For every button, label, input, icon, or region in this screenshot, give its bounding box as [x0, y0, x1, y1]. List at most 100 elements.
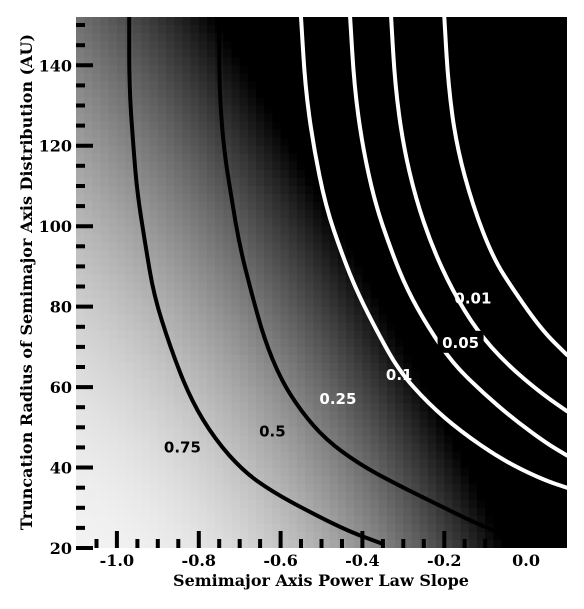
heatmap-cell: [468, 274, 478, 284]
heatmap-cell: [215, 467, 224, 477]
heatmap-cell: [542, 314, 552, 324]
heatmap-cell: [116, 306, 126, 316]
heatmap-cell: [272, 403, 282, 412]
heatmap-cell: [272, 338, 282, 348]
heatmap-cell: [190, 322, 200, 332]
heatmap-cell: [427, 411, 437, 420]
heatmap-cell: [354, 419, 364, 428]
heatmap-cell: [460, 523, 470, 533]
heatmap-cell: [280, 169, 290, 179]
heatmap-cell: [157, 210, 167, 219]
heatmap-cell: [485, 419, 494, 428]
heatmap-cell: [247, 346, 257, 356]
heatmap-cell: [460, 451, 470, 461]
heatmap-cell: [329, 507, 339, 517]
heatmap-cell: [395, 371, 404, 380]
heatmap-cell: [452, 121, 462, 131]
heatmap-cell: [476, 105, 486, 115]
heatmap-cell: [239, 89, 249, 99]
heatmap-cell: [542, 137, 552, 147]
heatmap-cell: [182, 282, 192, 292]
heatmap-cell: [452, 306, 462, 316]
heatmap-cell: [231, 427, 241, 436]
heatmap-cell: [411, 411, 421, 420]
heatmap-cell: [485, 161, 494, 171]
heatmap-cell: [411, 379, 421, 388]
heatmap-cell: [517, 523, 527, 533]
heatmap-cell: [305, 491, 314, 501]
heatmap-cell: [329, 419, 339, 428]
heatmap-cell: [501, 338, 511, 348]
heatmap-cell: [427, 250, 437, 259]
heatmap-cell: [84, 403, 93, 412]
heatmap-cell: [157, 266, 167, 276]
heatmap-cell: [542, 202, 552, 211]
heatmap-cell: [92, 73, 102, 82]
heatmap-cell: [468, 419, 478, 428]
heatmap-cell: [386, 539, 396, 548]
heatmap-cell: [108, 354, 118, 364]
heatmap-cell: [100, 322, 110, 332]
heatmap-cell: [190, 242, 200, 251]
heatmap-cell: [157, 467, 167, 477]
heatmap-cell: [190, 121, 200, 131]
heatmap-cell: [468, 483, 478, 493]
heatmap-cell: [321, 250, 331, 259]
heatmap-cell: [517, 41, 527, 50]
heatmap-cell: [485, 371, 494, 380]
heatmap-cell: [485, 475, 494, 485]
heatmap-cell: [493, 290, 503, 300]
heatmap-cell: [444, 523, 454, 533]
heatmap-cell: [305, 290, 314, 300]
heatmap-cell: [395, 419, 404, 428]
heatmap-cell: [550, 210, 560, 219]
heatmap-cell: [419, 234, 429, 243]
heatmap-cell: [166, 81, 175, 91]
heatmap-cell: [395, 443, 404, 453]
heatmap-cell: [362, 322, 372, 332]
heatmap-cell: [542, 17, 552, 26]
heatmap-cell: [108, 451, 118, 461]
heatmap-cell: [174, 49, 183, 58]
heatmap-cell: [100, 89, 110, 99]
heatmap-cell: [92, 387, 102, 396]
heatmap-cell: [509, 338, 519, 348]
heatmap-cell: [247, 185, 257, 195]
heatmap-cell: [354, 371, 364, 380]
heatmap-cell: [370, 314, 380, 324]
heatmap-cell: [84, 242, 93, 251]
heatmap-cell: [125, 266, 134, 276]
heatmap-cell: [116, 443, 126, 453]
heatmap-cell: [247, 403, 257, 412]
heatmap-cell: [305, 515, 314, 525]
heatmap-cell: [272, 202, 282, 211]
heatmap-cell: [419, 266, 429, 276]
heatmap-cell: [215, 499, 224, 509]
heatmap-cell: [215, 403, 224, 412]
heatmap-cell: [501, 49, 511, 58]
heatmap-cell: [190, 194, 200, 203]
heatmap-cell: [256, 73, 265, 82]
heatmap-cell: [280, 185, 290, 195]
heatmap-cell: [280, 226, 290, 235]
heatmap-cell: [476, 97, 486, 107]
heatmap-cell: [329, 177, 339, 187]
heatmap-cell: [460, 499, 470, 509]
heatmap-cell: [206, 185, 216, 195]
heatmap-cell: [92, 427, 102, 436]
heatmap-cell: [509, 322, 519, 332]
heatmap-cell: [231, 73, 241, 82]
heatmap-cell: [436, 266, 445, 276]
heatmap-cell: [206, 403, 216, 412]
heatmap-cell: [419, 49, 429, 58]
heatmap-cell: [288, 523, 298, 533]
heatmap-cell: [141, 57, 151, 66]
heatmap-cell: [517, 387, 527, 396]
heatmap-cell: [247, 523, 257, 533]
heatmap-cell: [452, 515, 462, 525]
heatmap-cell: [116, 379, 126, 388]
heatmap-cell: [321, 298, 331, 308]
heatmap-cell: [264, 403, 273, 412]
heatmap-cell: [206, 57, 216, 66]
heatmap-cell: [460, 210, 470, 219]
